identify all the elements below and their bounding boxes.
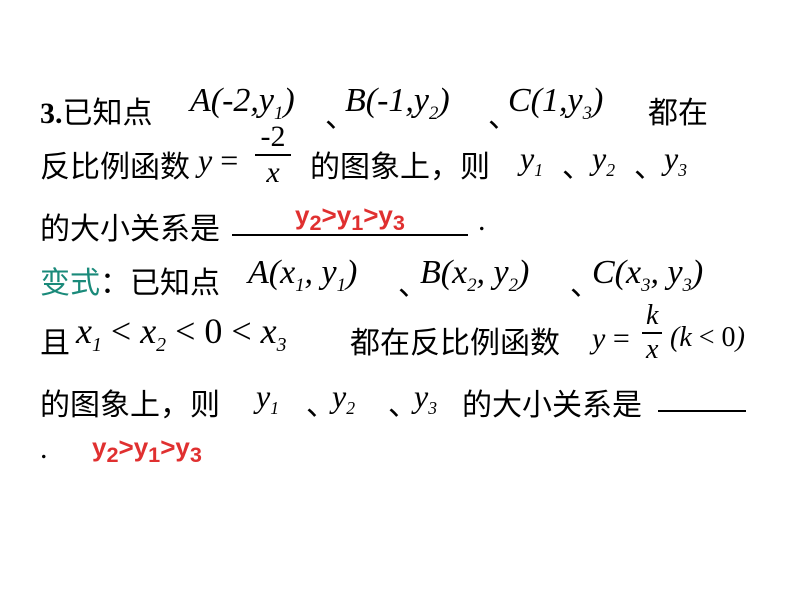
- p3-pointA: A(-2,y1): [190, 82, 295, 125]
- p3-sepB: 、: [634, 142, 664, 186]
- p3-sepA: 、: [562, 142, 592, 186]
- p3-answer-container: y2>y1>y3: [232, 200, 468, 236]
- v-pointA: A(x1, y1): [248, 254, 357, 297]
- variant-label: 变式: [40, 267, 100, 300]
- v-frac-num: k: [642, 302, 662, 334]
- p3-y2: y2: [592, 140, 615, 181]
- p3-pointB: B(-1,y2): [345, 82, 450, 125]
- v-t5: 的大小关系是: [462, 380, 642, 424]
- p3-fn-lhs: y =: [198, 142, 238, 179]
- v-pointC: C(x3, y3): [592, 254, 703, 297]
- p3-t2: 都在: [648, 88, 708, 132]
- v-period: .: [40, 432, 48, 466]
- p3-t5: 的大小关系是: [40, 204, 220, 248]
- problem3-line1: 3.已知点: [40, 88, 153, 132]
- p3-prefix: 3.: [40, 97, 63, 130]
- variant-line1: 变式：已知点: [40, 258, 220, 302]
- v-frac-den: x: [642, 334, 662, 364]
- p3-frac-den: x: [255, 156, 291, 188]
- v-y2: y2: [332, 378, 355, 419]
- p3-y1: y1: [520, 140, 543, 181]
- p3-answer: y2>y1>y3: [295, 200, 405, 230]
- p3-y3: y3: [664, 140, 687, 181]
- v-t3: 都在反比例函数: [350, 318, 560, 362]
- v-fn-lhs: y =: [592, 322, 630, 356]
- p3-period: .: [478, 204, 486, 238]
- p3-frac: -2 x: [255, 122, 291, 188]
- v-pointB: B(x2, y2): [420, 254, 529, 297]
- v-t4: 的图象上，则: [40, 380, 220, 424]
- v-frac: k x: [642, 302, 662, 364]
- p3-frac-num: -2: [255, 122, 291, 156]
- v-y1: y1: [256, 378, 279, 419]
- v-y3: y3: [414, 378, 437, 419]
- v-t2: 且: [40, 318, 70, 362]
- v-t1: 已知点: [130, 267, 220, 300]
- v-cond: (k < 0): [670, 322, 745, 354]
- p3-t1: 已知点: [63, 97, 153, 130]
- variant-colon: ：: [100, 267, 130, 300]
- v-blank: [658, 378, 746, 417]
- v-ineq: x1 < x2 < 0 < x3: [76, 310, 287, 357]
- p3-t3: 反比例函数: [40, 142, 190, 186]
- v-answer: y2>y1>y3: [92, 432, 202, 468]
- p3-pointC: C(1,y3): [508, 82, 603, 125]
- p3-t4: 的图象上，则: [310, 142, 490, 186]
